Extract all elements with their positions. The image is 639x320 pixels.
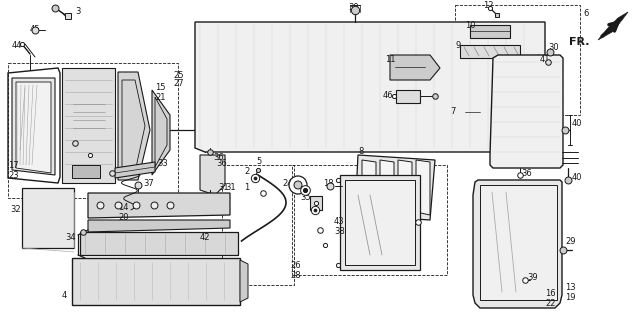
Text: 22: 22 [545, 299, 555, 308]
Text: 15: 15 [155, 84, 166, 92]
Text: 29: 29 [565, 237, 576, 246]
Polygon shape [115, 162, 155, 178]
Polygon shape [62, 68, 115, 183]
Polygon shape [118, 72, 150, 180]
Text: 28: 28 [290, 270, 300, 279]
Text: 41: 41 [540, 54, 551, 63]
Polygon shape [88, 193, 230, 218]
Polygon shape [460, 45, 520, 58]
Text: 36: 36 [521, 169, 532, 178]
Text: 23: 23 [8, 171, 19, 180]
Polygon shape [398, 160, 412, 215]
Text: 26: 26 [290, 260, 300, 269]
Bar [8, 63, 178, 198]
Text: 36: 36 [213, 154, 224, 163]
Polygon shape [12, 78, 55, 175]
Text: 3: 3 [75, 7, 81, 17]
Text: 6: 6 [583, 10, 589, 19]
Polygon shape [362, 160, 376, 215]
Text: 44: 44 [12, 41, 22, 50]
Text: 38: 38 [334, 228, 345, 236]
Text: 14: 14 [118, 204, 128, 212]
Polygon shape [72, 258, 240, 305]
Polygon shape [355, 155, 435, 220]
Polygon shape [310, 196, 322, 210]
Text: 2: 2 [244, 167, 249, 177]
Polygon shape [480, 185, 557, 300]
Text: 34: 34 [65, 233, 75, 242]
Text: 46: 46 [383, 91, 394, 100]
Polygon shape [390, 55, 440, 80]
Polygon shape [72, 165, 100, 178]
Text: 24: 24 [282, 179, 293, 188]
Circle shape [289, 176, 307, 194]
Polygon shape [200, 155, 225, 195]
Bar [460, 105, 482, 120]
Text: 36: 36 [216, 158, 227, 167]
Text: 1: 1 [244, 182, 249, 191]
Text: 20: 20 [118, 213, 128, 222]
Polygon shape [80, 232, 238, 255]
Text: 31: 31 [225, 183, 236, 193]
Text: 4: 4 [62, 291, 67, 300]
Text: 11: 11 [385, 54, 396, 63]
Bar [292, 165, 447, 275]
Text: 35: 35 [300, 194, 311, 203]
Text: 18: 18 [323, 179, 334, 188]
Text: 40: 40 [572, 118, 583, 127]
Text: 9: 9 [455, 42, 460, 51]
Polygon shape [240, 260, 248, 302]
Text: 27: 27 [173, 79, 183, 89]
Bar [455, 5, 580, 115]
Bar [222, 165, 294, 285]
Polygon shape [152, 90, 170, 175]
Polygon shape [340, 175, 420, 270]
Polygon shape [195, 22, 545, 152]
Text: 21: 21 [155, 92, 166, 101]
Text: 12: 12 [483, 2, 493, 11]
Polygon shape [396, 90, 420, 103]
Text: 30: 30 [548, 43, 558, 52]
Bar [70, 100, 108, 135]
Text: 42: 42 [200, 233, 210, 242]
Text: 45: 45 [30, 26, 40, 35]
Bar [22, 188, 74, 248]
Polygon shape [16, 82, 51, 173]
Text: 10: 10 [465, 21, 475, 30]
Polygon shape [473, 180, 562, 308]
Polygon shape [380, 160, 394, 215]
Text: 40: 40 [572, 173, 583, 182]
Text: 17: 17 [8, 161, 19, 170]
Text: 25: 25 [173, 70, 183, 79]
Text: 7: 7 [450, 108, 456, 116]
Polygon shape [470, 25, 510, 38]
Text: 30: 30 [348, 3, 358, 12]
Text: 5: 5 [256, 157, 261, 166]
Circle shape [294, 181, 302, 189]
Text: 32: 32 [10, 205, 20, 214]
Polygon shape [598, 12, 628, 40]
Text: 13: 13 [565, 284, 576, 292]
Polygon shape [88, 220, 230, 232]
Polygon shape [345, 180, 415, 265]
Text: 37: 37 [143, 179, 154, 188]
Polygon shape [490, 55, 563, 168]
Polygon shape [416, 160, 430, 215]
Text: 33: 33 [157, 158, 168, 167]
Text: 8: 8 [358, 148, 364, 156]
Text: FR.: FR. [569, 37, 590, 47]
Text: 43: 43 [334, 218, 344, 227]
Text: 31: 31 [218, 183, 229, 193]
Text: 16: 16 [545, 289, 556, 298]
Text: 39: 39 [527, 274, 537, 283]
Text: 19: 19 [565, 293, 576, 302]
